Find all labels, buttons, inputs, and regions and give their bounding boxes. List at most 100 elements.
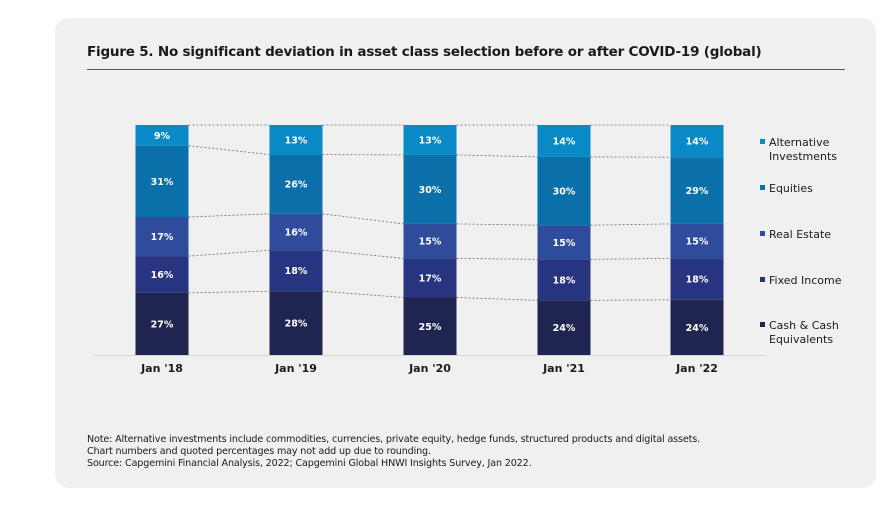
connector-line xyxy=(188,213,270,218)
connector-line xyxy=(456,297,538,301)
bar-segment xyxy=(135,145,189,217)
bar-segment xyxy=(403,154,457,224)
bar-segment xyxy=(670,258,724,300)
note-line: Source: Capgemini Financial Analysis, 20… xyxy=(87,458,532,469)
connector-line xyxy=(322,290,404,298)
bar-segment xyxy=(269,250,323,292)
data-label: 31% xyxy=(151,177,174,188)
data-label: 28% xyxy=(285,319,308,330)
legend-swatch xyxy=(760,139,765,144)
legend-item: Real Estate xyxy=(760,228,831,241)
data-label: 29% xyxy=(686,186,709,197)
data-label: 14% xyxy=(553,136,576,147)
connector-line xyxy=(590,258,671,260)
bar-segment xyxy=(670,157,724,224)
x-axis-labels: Jan '18 Jan '19 Jan '20 Jan '21 Jan '22 xyxy=(140,362,718,375)
bar-segment xyxy=(135,292,189,355)
bars: 27% 16% 17% 31% 9% 28% 18% 16% 26% 13% 25% 17% 15% 30… xyxy=(135,125,724,355)
chart-title: Figure 5. No significant deviation in as… xyxy=(87,44,762,60)
connector-line xyxy=(590,223,671,226)
footnotes: Note: Alternative investments include co… xyxy=(87,434,700,470)
note-line: Note: Alternative investments include co… xyxy=(87,434,700,445)
legend-item: Equities xyxy=(760,182,813,195)
connector-line xyxy=(322,249,404,259)
bar-segment xyxy=(269,154,323,214)
connector-lines xyxy=(188,124,671,301)
legend-label: Equities xyxy=(769,182,813,195)
connector-line xyxy=(188,145,270,156)
data-label: 15% xyxy=(553,238,576,249)
data-label: 18% xyxy=(686,275,709,286)
bar-stack: 24% 18% 15% 30% 14% xyxy=(537,125,591,355)
x-tick-label: Jan '18 xyxy=(140,362,183,375)
data-label: 25% xyxy=(419,322,442,333)
data-label: 14% xyxy=(686,137,709,148)
x-tick-label: Jan '21 xyxy=(542,362,585,375)
bar-segment xyxy=(537,259,591,301)
connector-line xyxy=(590,299,671,301)
connector-line xyxy=(456,223,538,226)
bar-segment xyxy=(403,223,457,259)
bar-stack: 28% 18% 16% 26% 13% xyxy=(269,125,323,355)
bar-segment xyxy=(537,125,591,157)
bar-segment xyxy=(403,297,457,355)
connector-line xyxy=(188,249,270,257)
bar-segment xyxy=(670,299,724,355)
data-label: 16% xyxy=(285,228,308,239)
bar-segment xyxy=(135,256,189,293)
bar-segment xyxy=(135,125,189,146)
bar-stack: 25% 17% 15% 30% 13% xyxy=(403,125,457,355)
data-label: 18% xyxy=(285,266,308,277)
connector-line xyxy=(322,213,404,225)
legend-item: Fixed Income xyxy=(760,274,842,287)
connector-line xyxy=(456,154,538,158)
legend-label: Investments xyxy=(769,150,837,163)
data-label: 30% xyxy=(419,185,442,196)
data-label: 16% xyxy=(151,270,174,281)
legend-label: Cash & Cash xyxy=(769,319,839,332)
data-label: 17% xyxy=(419,273,442,284)
data-label: 24% xyxy=(686,323,709,334)
bar-segment xyxy=(135,217,189,257)
bar-segment xyxy=(403,125,457,155)
legend-label: Fixed Income xyxy=(769,274,842,287)
bar-segment xyxy=(269,213,323,251)
legend-swatch xyxy=(760,322,765,327)
bar-stack: 27% 16% 17% 31% 9% xyxy=(135,125,189,355)
data-label: 9% xyxy=(154,131,171,142)
data-label: 13% xyxy=(419,135,442,146)
bar-segment xyxy=(537,300,591,355)
data-label: 18% xyxy=(553,275,576,286)
legend-label: Real Estate xyxy=(769,228,831,241)
bar-segment xyxy=(269,125,323,155)
x-tick-label: Jan '22 xyxy=(675,362,718,375)
bar-segment xyxy=(670,223,724,259)
bar-stack: 24% 18% 15% 29% 14% xyxy=(670,125,724,355)
data-label: 17% xyxy=(151,232,174,243)
figure-panel xyxy=(55,18,876,488)
data-label: 26% xyxy=(285,180,308,191)
data-label: 27% xyxy=(151,319,174,330)
data-label: 13% xyxy=(285,135,308,146)
connector-line xyxy=(188,290,270,294)
bar-segment xyxy=(269,291,323,355)
title-divider xyxy=(87,69,845,70)
x-tick-label: Jan '20 xyxy=(408,362,451,375)
x-tick-label: Jan '19 xyxy=(274,362,317,375)
data-label: 15% xyxy=(419,237,442,248)
legend-swatch xyxy=(760,185,765,190)
bar-segment xyxy=(537,225,591,260)
legend-swatch xyxy=(760,231,765,236)
data-label: 15% xyxy=(686,237,709,248)
legend-label: Alternative xyxy=(769,136,830,149)
bar-segment xyxy=(670,125,724,158)
bar-segment xyxy=(537,156,591,226)
connector-line xyxy=(456,258,538,260)
note-line: Chart numbers and quoted percentages may… xyxy=(87,446,431,457)
data-label: 24% xyxy=(553,323,576,334)
legend-label: Equivalents xyxy=(769,333,833,346)
bar-segment xyxy=(403,258,457,298)
